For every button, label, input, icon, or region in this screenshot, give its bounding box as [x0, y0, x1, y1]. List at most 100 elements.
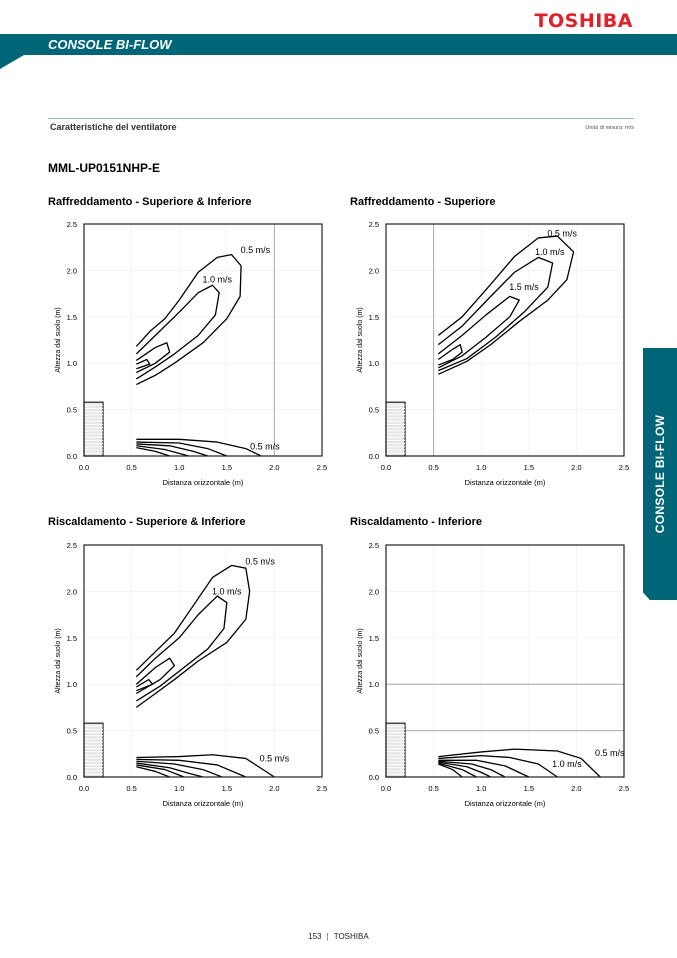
y-tick-label: 2.5: [67, 541, 77, 550]
y-tick-label: 2.5: [67, 220, 77, 229]
toshiba-logo: TOSHIBA: [534, 10, 633, 32]
y-tick-label: 0.0: [369, 452, 379, 461]
y-tick-label: 2.0: [369, 266, 379, 275]
velocity-contour: [136, 438, 262, 457]
velocity-contour: [438, 763, 463, 778]
x-tick-label: 2.0: [269, 463, 279, 472]
plot-frame: [83, 544, 323, 778]
y-axis-label: Altezza dal suolo (m): [357, 307, 364, 372]
velocity-contour: [437, 295, 520, 369]
indoor-unit-shape: [385, 401, 406, 457]
x-tick-label: 0.5: [428, 463, 438, 472]
chart-title: Riscaldamento - Inferiore: [350, 516, 483, 528]
velocity-contour: [437, 256, 554, 372]
indoor-unit-shape: [83, 722, 104, 778]
chart-svg: 0.0 0.5 1.0 1.5 2.0 2.5 0.0 0.5 1.0 1.5 2.0 2.5 Dist…: [55, 541, 327, 808]
velocity-contour: [438, 759, 530, 778]
velocity-contour: [437, 235, 575, 375]
x-tick-label: 1.5: [524, 784, 534, 793]
page-number: 153: [308, 932, 322, 941]
y-tick-label: 1.0: [369, 359, 379, 368]
y-tick-label: 1.0: [67, 680, 77, 689]
x-tick-label: 2.0: [571, 463, 581, 472]
x-axis-label: Distanza orizzontale (m): [163, 799, 244, 808]
velocity-contour: [136, 443, 208, 457]
y-axis-label: Altezza dal suolo (m): [55, 307, 62, 372]
velocity-contour: [136, 760, 223, 778]
velocity-contour: [438, 755, 558, 778]
x-tick-label: 1.0: [174, 463, 184, 472]
y-tick-label: 1.5: [369, 313, 379, 322]
plot-frame: [83, 223, 323, 457]
y-tick-label: 0.5: [369, 727, 379, 736]
x-tick-label: 0.0: [79, 784, 89, 793]
section-divider: [48, 118, 634, 119]
y-axis-label: Altezza dal suolo (m): [357, 628, 364, 693]
chart-title: Raffreddamento - Superiore & Inferiore: [48, 196, 252, 208]
x-axis-label: Distanza orizzontale (m): [163, 478, 244, 487]
x-tick-label: 1.0: [174, 784, 184, 793]
y-tick-label: 1.5: [67, 634, 77, 643]
x-tick-label: 2.0: [571, 784, 581, 793]
x-tick-label: 0.5: [126, 784, 136, 793]
y-tick-label: 1.5: [67, 313, 77, 322]
velocity-contour: [136, 358, 151, 370]
footer-separator: |: [326, 932, 329, 941]
contour-label: 0.5 m/s: [245, 557, 275, 567]
y-axis-label: Altezza dal suolo (m): [55, 628, 62, 693]
x-tick-label: 0.0: [381, 784, 391, 793]
chart-svg: 0.0 0.5 1.0 1.5 2.0 2.5 0.0 0.5 1.0 1.5 2.0 2.5 Dist…: [357, 220, 629, 487]
x-tick-label: 2.5: [619, 784, 629, 793]
y-tick-label: 2.0: [369, 587, 379, 596]
x-tick-label: 1.5: [524, 463, 534, 472]
contour-label: 0.5 m/s: [260, 753, 290, 763]
velocity-contour: [136, 445, 189, 457]
velocity-contour: [136, 766, 170, 778]
x-axis-label: Distanza orizzontale (m): [465, 478, 546, 487]
air-velocity-chart-heating-both: 0.0 0.5 1.0 1.5 2.0 2.5 0.0 0.5 1.0 1.5 2.0 2.5 Dist…: [40, 536, 340, 826]
y-tick-label: 2.0: [67, 587, 77, 596]
side-tab: [643, 348, 677, 600]
y-tick-label: 0.0: [67, 452, 77, 461]
velocity-contour: [136, 441, 228, 457]
x-tick-label: 1.5: [222, 784, 232, 793]
velocity-contour: [437, 343, 463, 366]
velocity-contour: [136, 764, 185, 778]
contour-label: 0.5 m/s: [595, 748, 625, 758]
y-tick-label: 1.5: [369, 634, 379, 643]
velocity-contour: [135, 564, 251, 708]
indoor-unit-shape: [385, 722, 406, 778]
contour-label: 1.0 m/s: [203, 275, 233, 285]
x-tick-label: 2.5: [317, 784, 327, 793]
air-velocity-chart-cooling-both: 0.0 0.5 1.0 1.5 2.0 2.5 0.0 0.5 1.0 1.5 2.0 2.5 Dist…: [40, 215, 340, 505]
y-tick-label: 1.0: [369, 680, 379, 689]
footer: 153 | TOSHIBA: [0, 932, 677, 941]
velocity-contour: [438, 762, 477, 778]
velocity-contour: [438, 760, 506, 778]
contour-label: 1.0 m/s: [535, 247, 565, 257]
chart-title: Riscaldamento - Superiore & Inferiore: [48, 516, 246, 528]
contour-label: 0.5 m/s: [547, 228, 577, 238]
y-tick-label: 1.0: [67, 359, 77, 368]
velocity-contour: [135, 284, 220, 380]
x-tick-label: 0.5: [428, 784, 438, 793]
x-tick-label: 1.0: [476, 784, 486, 793]
velocity-contour: [135, 657, 176, 695]
plot-frame: [385, 544, 625, 778]
plot-frame: [385, 223, 625, 457]
velocity-contour: [136, 447, 170, 457]
x-tick-label: 2.0: [269, 784, 279, 793]
y-tick-label: 0.5: [369, 406, 379, 415]
x-tick-label: 1.5: [222, 463, 232, 472]
chart-svg: 0.0 0.5 1.0 1.5 2.0 2.5 0.0 0.5 1.0 1.5 2.0 2.5 Dist…: [357, 541, 629, 808]
x-axis-label: Distanza orizzontale (m): [465, 799, 546, 808]
header-band-corner: [0, 55, 24, 69]
x-tick-label: 2.5: [619, 463, 629, 472]
chart-title: Raffreddamento - Superiore: [350, 196, 496, 208]
chart-svg: 0.0 0.5 1.0 1.5 2.0 2.5 0.0 0.5 1.0 1.5 2.0 2.5 Dist…: [55, 220, 327, 487]
indoor-unit-shape: [83, 401, 104, 457]
velocity-contour: [135, 342, 171, 374]
x-tick-label: 0.0: [381, 463, 391, 472]
air-velocity-chart-heating-lower: 0.0 0.5 1.0 1.5 2.0 2.5 0.0 0.5 1.0 1.5 2.0 2.5 Dist…: [342, 536, 642, 826]
